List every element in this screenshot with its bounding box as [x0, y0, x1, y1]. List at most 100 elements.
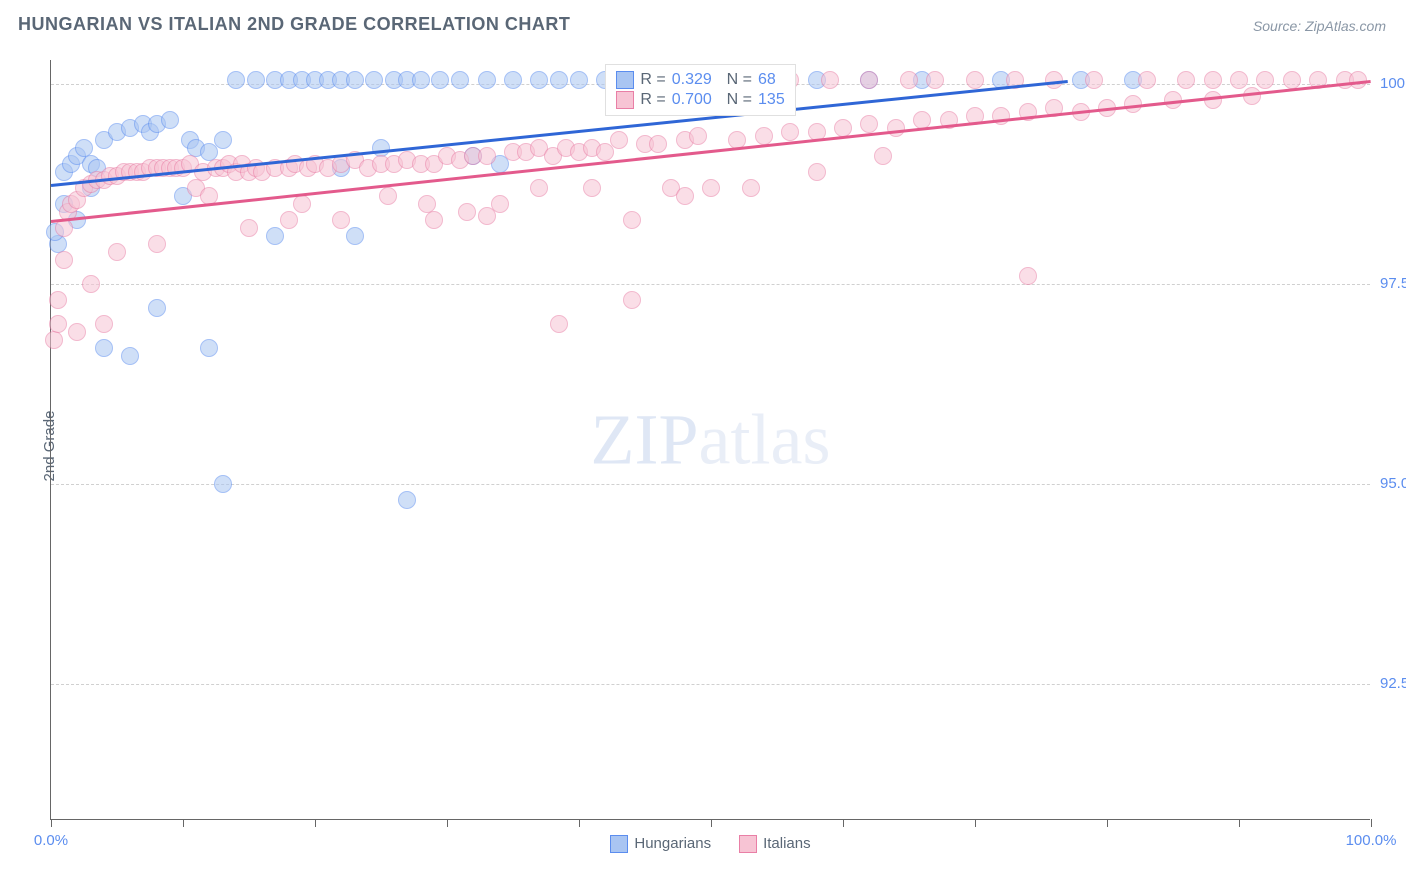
scatter-point: [1138, 71, 1156, 89]
scatter-point: [458, 203, 476, 221]
watermark: ZIPatlas: [591, 398, 831, 481]
scatter-point: [550, 315, 568, 333]
scatter-point: [121, 347, 139, 365]
watermark-bold: ZIP: [591, 399, 699, 479]
scatter-point: [45, 331, 63, 349]
scatter-point: [570, 71, 588, 89]
scatter-point: [808, 163, 826, 181]
scatter-point: [860, 115, 878, 133]
chart-container: HUNGARIAN VS ITALIAN 2ND GRADE CORRELATI…: [0, 0, 1406, 892]
scatter-point: [332, 211, 350, 229]
legend-n-value: 68: [758, 71, 776, 89]
trend-line: [51, 80, 1068, 186]
scatter-point: [742, 179, 760, 197]
scatter-point: [148, 299, 166, 317]
stats-legend: R = 0.329 N = 68 R = 0.700 N = 135: [605, 64, 795, 116]
watermark-thin: atlas: [699, 399, 831, 479]
ytick-label: 92.5%: [1380, 675, 1406, 692]
scatter-point: [926, 71, 944, 89]
series-legend-item: Italians: [739, 835, 811, 853]
scatter-point: [95, 315, 113, 333]
scatter-point: [1204, 71, 1222, 89]
xtick-mark: [315, 819, 316, 827]
scatter-point: [68, 323, 86, 341]
gridline-h: [51, 284, 1370, 285]
scatter-point: [1085, 71, 1103, 89]
scatter-point: [1019, 267, 1037, 285]
scatter-point: [451, 71, 469, 89]
scatter-point: [412, 71, 430, 89]
scatter-point: [781, 123, 799, 141]
scatter-point: [623, 291, 641, 309]
scatter-point: [148, 235, 166, 253]
xtick-mark: [711, 819, 712, 827]
scatter-point: [365, 71, 383, 89]
scatter-point: [1230, 71, 1248, 89]
legend-n-label: N =: [718, 71, 752, 89]
scatter-point: [266, 227, 284, 245]
scatter-point: [1204, 91, 1222, 109]
scatter-point: [530, 71, 548, 89]
xtick-mark: [1371, 819, 1372, 827]
xtick-mark: [1239, 819, 1240, 827]
scatter-point: [425, 211, 443, 229]
series-legend-label: Italians: [763, 835, 811, 852]
scatter-point: [49, 291, 67, 309]
scatter-point: [821, 71, 839, 89]
scatter-point: [860, 71, 878, 89]
legend-n-label: N =: [718, 91, 752, 109]
scatter-point: [649, 135, 667, 153]
xtick-mark: [51, 819, 52, 827]
legend-r-value: 0.700: [672, 91, 712, 109]
scatter-point: [478, 71, 496, 89]
gridline-h: [51, 484, 1370, 485]
legend-r-label: R =: [640, 71, 665, 89]
scatter-point: [966, 71, 984, 89]
legend-swatch: [610, 835, 628, 853]
scatter-point: [108, 243, 126, 261]
series-legend: Hungarians Italians: [51, 835, 1370, 853]
scatter-point: [583, 179, 601, 197]
xtick-mark: [447, 819, 448, 827]
scatter-point: [887, 119, 905, 137]
legend-r-value: 0.329: [672, 71, 712, 89]
scatter-point: [82, 275, 100, 293]
scatter-point: [293, 195, 311, 213]
scatter-point: [504, 71, 522, 89]
scatter-point: [431, 71, 449, 89]
legend-r-label: R =: [640, 91, 665, 109]
scatter-point: [280, 211, 298, 229]
scatter-point: [95, 339, 113, 357]
stats-legend-row: R = 0.329 N = 68: [616, 71, 784, 89]
xtick-mark: [1107, 819, 1108, 827]
stats-legend-row: R = 0.700 N = 135: [616, 91, 784, 109]
scatter-point: [623, 211, 641, 229]
scatter-point: [200, 339, 218, 357]
series-legend-label: Hungarians: [634, 835, 711, 852]
scatter-point: [1256, 71, 1274, 89]
chart-title: HUNGARIAN VS ITALIAN 2ND GRADE CORRELATI…: [18, 14, 570, 35]
scatter-point: [478, 147, 496, 165]
scatter-point: [379, 187, 397, 205]
scatter-point: [1177, 71, 1195, 89]
scatter-point: [550, 71, 568, 89]
scatter-point: [227, 71, 245, 89]
legend-n-value: 135: [758, 91, 785, 109]
xtick-mark: [579, 819, 580, 827]
ytick-label: 100.0%: [1380, 75, 1406, 92]
scatter-point: [874, 147, 892, 165]
scatter-point: [676, 187, 694, 205]
scatter-point: [240, 219, 258, 237]
scatter-point: [689, 127, 707, 145]
legend-swatch: [739, 835, 757, 853]
scatter-point: [49, 315, 67, 333]
scatter-point: [346, 227, 364, 245]
ytick-label: 95.0%: [1380, 475, 1406, 492]
scatter-point: [478, 207, 496, 225]
legend-swatch: [616, 91, 634, 109]
legend-swatch: [616, 71, 634, 89]
scatter-point: [530, 179, 548, 197]
ytick-label: 97.5%: [1380, 275, 1406, 292]
gridline-h: [51, 684, 1370, 685]
scatter-point: [610, 131, 628, 149]
